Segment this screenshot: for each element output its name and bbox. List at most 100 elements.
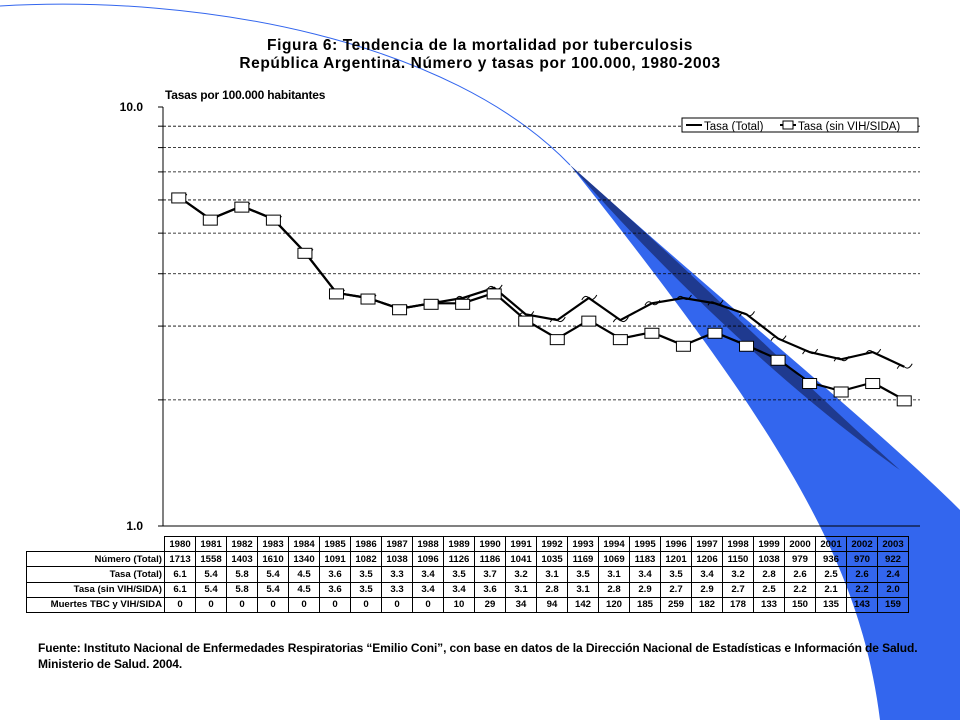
- axes: 10.0 1.0: [120, 100, 920, 533]
- table-cell: 2.8: [753, 566, 785, 583]
- table-cell: 3.1: [505, 581, 537, 598]
- table-cell: 143: [846, 596, 878, 613]
- series-point-tasa-sin-vih: [360, 293, 376, 305]
- series-point-tasa-sin-vih: [265, 214, 281, 226]
- table-corner: [26, 536, 165, 553]
- series-point-tasa-total: [802, 348, 819, 355]
- table-cell: 3.6: [319, 581, 351, 598]
- table-cell: 1150: [722, 551, 754, 568]
- table-cell: 2.8: [536, 581, 568, 598]
- table-cell: 3.5: [350, 566, 382, 583]
- year-header-cell: 1980: [164, 535, 196, 553]
- y-tick-label: 10.0: [120, 100, 144, 114]
- table-cell: 150: [784, 596, 816, 613]
- series-point-tasa-sin-vih: [612, 334, 628, 346]
- table-cell: 2.0: [877, 581, 909, 598]
- table-cell: 142: [567, 596, 599, 613]
- table-cell: 979: [784, 551, 816, 568]
- series-point-tasa-total: [455, 294, 472, 301]
- legend-marker: [782, 120, 794, 130]
- series-point-tasa-sin-vih: [833, 386, 849, 398]
- year-header-cell: 1984: [288, 535, 320, 553]
- year-header-cell: 1981: [195, 535, 227, 553]
- series-point-tasa-sin-vih: [202, 214, 218, 226]
- table-row-label: Muertes TBC y VIH/SIDA: [26, 596, 165, 613]
- table-cell: 3.5: [567, 566, 599, 583]
- point-marker-glyph: [486, 284, 503, 291]
- table-cell: 10: [443, 596, 475, 613]
- table-row: Número (Total) 1713 1558 1403 1610 1340 1091 10…: [26, 551, 909, 568]
- series-point-tasa-total: [865, 348, 882, 355]
- year-header-cell: 2003: [877, 535, 909, 553]
- table-header-row: 1980 1981 1982 1983 1984 1985 1986 1987 1988 1989…: [26, 535, 909, 553]
- series-point-tasa-sin-vih: [234, 201, 250, 213]
- table-cell: 0: [226, 596, 258, 613]
- table-cell: 4.5: [288, 566, 320, 583]
- table-cell: 259: [660, 596, 692, 613]
- table-cell: 2.5: [753, 581, 785, 598]
- point-marker-glyph: [865, 348, 882, 355]
- series-line-tasa-sin-vih: [178, 196, 905, 401]
- table-cell: 2.2: [784, 581, 816, 598]
- legend-label: Tasa (Total): [704, 121, 764, 133]
- table-cell: 3.5: [443, 566, 475, 583]
- point-marker-glyph: [455, 294, 472, 301]
- table-cell: 1186: [474, 551, 506, 568]
- series-point-tasa-sin-vih: [392, 304, 408, 316]
- table-cell: 970: [846, 551, 878, 568]
- table-cell: 0: [195, 596, 227, 613]
- year-header-cell: 1987: [381, 535, 413, 553]
- table-cell: 2.7: [660, 581, 692, 598]
- point-marker-glyph: [675, 294, 692, 301]
- table-row: Tasa (Total) 6.1 5.4 5.8 5.4 4.5 3.6 3.5 3.3 3.4 3…: [26, 566, 909, 583]
- series-point-tasa-sin-vih: [865, 378, 881, 390]
- table-cell: 1558: [195, 551, 227, 568]
- point-marker-glyph: [612, 316, 629, 323]
- year-header-cell: 1998: [722, 535, 754, 553]
- point-marker-glyph: [770, 335, 787, 341]
- year-header-cell: 1988: [412, 535, 444, 553]
- table-cell: 1082: [350, 551, 382, 568]
- table-cell: 3.4: [629, 566, 661, 583]
- series-point-tasa-total: [644, 300, 661, 306]
- table-cell: 2.6: [846, 566, 878, 583]
- table-cell: 3.5: [660, 566, 692, 583]
- year-header-cell: 1999: [753, 535, 785, 553]
- year-header-cell: 1994: [598, 535, 630, 553]
- table-row: Tasa (sin VIH/SIDA) 6.1 5.4 5.8 5.4 4.5 3.6 3.5…: [26, 581, 909, 598]
- chart-subtitle: República Argentina. Número y tasas por …: [239, 55, 721, 72]
- table-cell: 2.5: [815, 566, 847, 583]
- series-point-tasa-total: [896, 363, 913, 369]
- year-header-cell: 1997: [691, 535, 723, 553]
- table-row-label: Número (Total): [26, 551, 165, 568]
- series-point-tasa-sin-vih: [896, 395, 912, 407]
- table-cell: 2.4: [877, 566, 909, 583]
- table-cell: 178: [722, 596, 754, 613]
- table-cell: 1041: [505, 551, 537, 568]
- table-cell: 3.1: [536, 566, 568, 583]
- series-point-tasa-total: [581, 294, 598, 301]
- table-row-label: Tasa (Total): [26, 566, 165, 583]
- table-cell: 34: [505, 596, 537, 613]
- table-cell: 1169: [567, 551, 599, 568]
- table-cell: 3.6: [474, 581, 506, 598]
- table-cell: 1206: [691, 551, 723, 568]
- point-marker-glyph: [896, 363, 913, 369]
- table-cell: 2.1: [815, 581, 847, 598]
- table-cell: 185: [629, 596, 661, 613]
- series-point-tasa-total: [486, 284, 503, 291]
- dark-swoosh-edge: [570, 165, 900, 470]
- table-cell: 3.4: [691, 566, 723, 583]
- table-cell: 5.4: [257, 566, 289, 583]
- point-marker-glyph: [644, 300, 661, 306]
- table-cell: 922: [877, 551, 909, 568]
- table-cell: 5.8: [226, 581, 258, 598]
- year-header-cell: 2000: [784, 535, 816, 553]
- table-cell: 1091: [319, 551, 351, 568]
- legend: Tasa (Total) Tasa (sin VIH/SIDA): [681, 117, 919, 133]
- table-cell: 0: [350, 596, 382, 613]
- table-cell: 1035: [536, 551, 568, 568]
- table-cell: 0: [257, 596, 289, 613]
- year-header-cell: 1985: [319, 535, 351, 553]
- table-cell: 4.5: [288, 581, 320, 598]
